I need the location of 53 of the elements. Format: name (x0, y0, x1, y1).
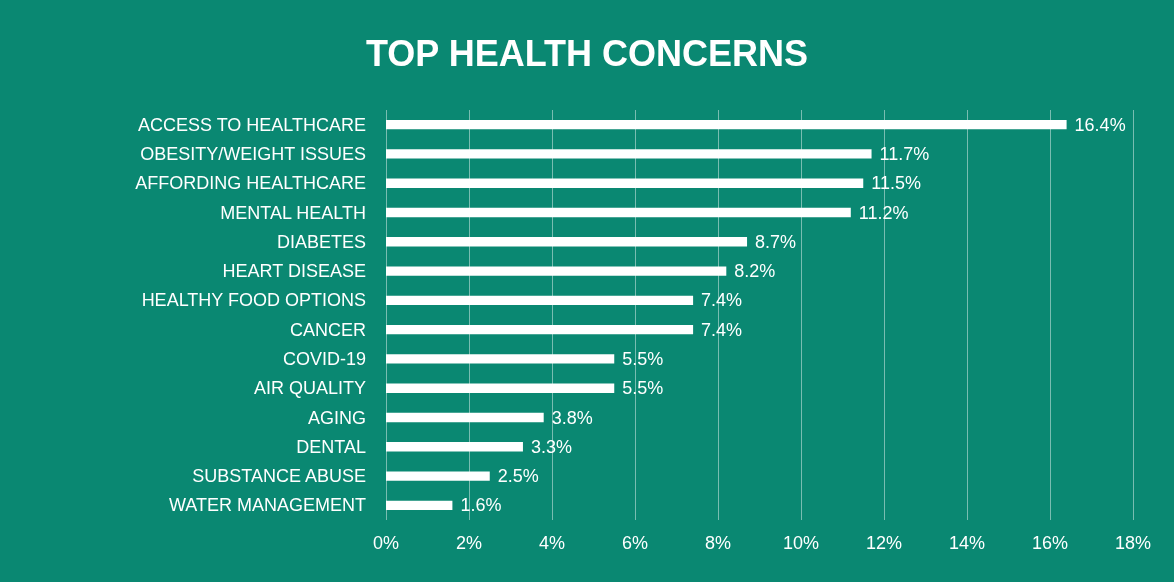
y-tick-label: WATER MANAGEMENT (169, 495, 366, 516)
y-tick-label: DIABETES (276, 231, 366, 252)
data-label: 5.5% (622, 378, 664, 399)
data-label: 1.6% (460, 495, 502, 516)
bar (386, 149, 872, 159)
data-label: 3.8% (551, 407, 593, 428)
data-label: 8.2% (734, 261, 776, 282)
bar (386, 383, 615, 393)
data-label: 11.7% (879, 143, 930, 164)
x-tick-label: 16% (1031, 533, 1069, 553)
y-tick-label: HEART DISEASE (222, 261, 366, 282)
bar (386, 500, 453, 511)
bar (386, 442, 523, 452)
x-tick-label: 18% (1114, 533, 1152, 553)
data-label: 3.3% (530, 436, 572, 457)
y-tick-label: HEALTHY FOOD OPTIONS (141, 290, 366, 311)
y-tick-label: ACCESS TO HEALTHCARE (137, 114, 366, 135)
data-label: 5.5% (622, 348, 664, 369)
x-tick-label: 0% (372, 533, 400, 553)
bar (386, 178, 864, 188)
x-tick-label: 14% (948, 533, 986, 553)
x-tick-label: 10% (782, 533, 820, 553)
y-tick-label: AIR QUALITY (253, 378, 366, 399)
x-tick-label: 6% (621, 533, 649, 553)
bar (386, 471, 490, 481)
data-label: 11.5% (871, 173, 921, 194)
bar (386, 119, 1067, 130)
y-tick-label: AFFORDING HEALTHCARE (135, 173, 366, 194)
bar (386, 324, 694, 335)
data-label: 7.4% (701, 290, 743, 311)
bar (386, 412, 544, 423)
data-label: 11.2% (858, 202, 909, 223)
y-tick-label: DENTAL (296, 436, 366, 457)
data-label: 8.7% (755, 231, 797, 252)
x-tick-label: 4% (538, 533, 566, 553)
y-tick-label: SUBSTANCE ABUSE (192, 466, 366, 487)
y-tick-label: AGING (307, 407, 366, 428)
data-label: 7.4% (701, 319, 743, 340)
data-label: 2.5% (497, 466, 539, 487)
chart-title: TOP HEALTH CONCERNS (365, 32, 809, 74)
bar (386, 295, 694, 306)
x-tick-label: 2% (455, 533, 483, 553)
y-tick-label: CANCER (289, 319, 366, 340)
bar (386, 207, 851, 218)
bar (386, 266, 727, 276)
bar (386, 354, 615, 364)
data-label: 16.4% (1074, 114, 1126, 135)
bar (386, 237, 748, 247)
y-tick-label: OBESITY/WEIGHT ISSUES (140, 143, 366, 164)
y-tick-label: COVID-19 (282, 348, 366, 369)
x-tick-label: 8% (704, 533, 732, 553)
x-tick-label: 12% (865, 533, 903, 553)
y-tick-label: MENTAL HEALTH (220, 202, 366, 223)
